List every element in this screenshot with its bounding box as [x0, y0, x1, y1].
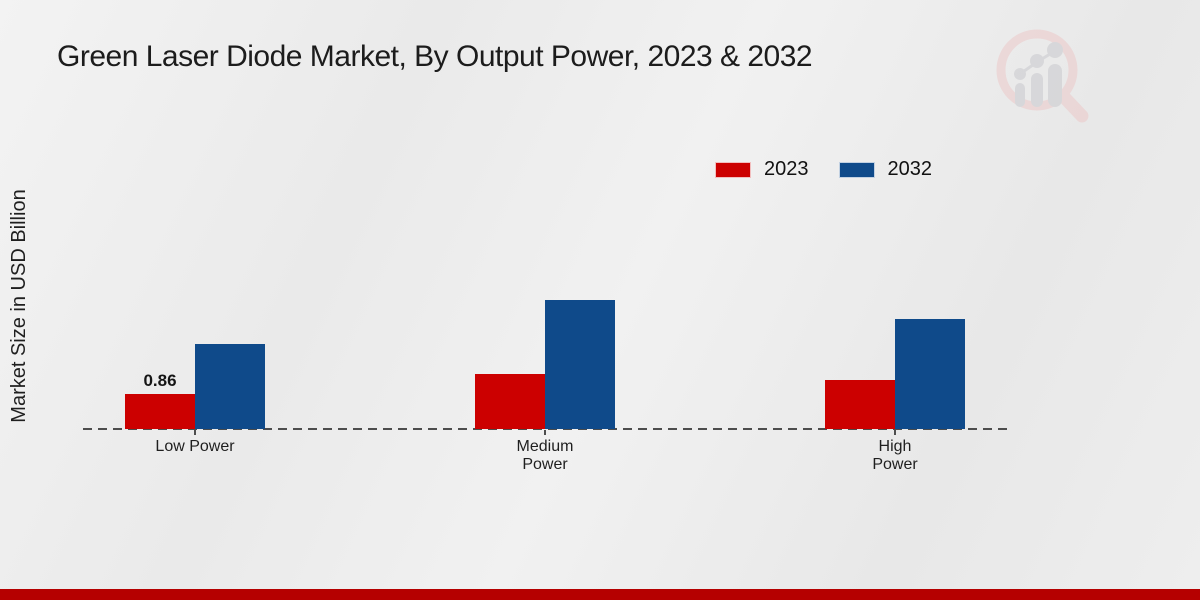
legend-item-2032[interactable]: 2032 — [838, 158, 933, 181]
bar-2023-low-power — [125, 394, 195, 429]
brand-logo-watermark — [996, 29, 1089, 123]
x-axis-tick — [194, 430, 196, 435]
bar-2032-medium-power — [545, 300, 615, 429]
x-axis-baseline — [83, 428, 1007, 430]
category-label-medium-power: Medium Power — [516, 438, 574, 473]
chart-title: Green Laser Diode Market, By Output Powe… — [57, 40, 813, 73]
category-label-high-power: High Power — [872, 438, 918, 473]
bar-2023-medium-power — [475, 374, 545, 429]
legend-label: 2023 — [764, 158, 809, 180]
category-label-low-power: Low Power — [155, 438, 235, 455]
bar-2032-high-power — [895, 319, 965, 429]
legend-swatch-icon — [715, 161, 751, 178]
x-axis-tick — [544, 430, 546, 435]
legend: 2023 2032 — [715, 158, 932, 181]
legend-item-2023[interactable]: 2023 — [715, 158, 809, 181]
legend-swatch-icon — [838, 161, 875, 178]
bar-chart-icon — [1014, 42, 1063, 107]
bar-value-label: 0.86 — [143, 371, 177, 390]
bar-2032-low-power — [195, 344, 265, 429]
x-axis-tick — [894, 430, 896, 435]
legend-label: 2032 — [887, 158, 933, 180]
bar-2023-high-power — [825, 380, 895, 429]
footer-accent-bar — [0, 589, 1200, 600]
